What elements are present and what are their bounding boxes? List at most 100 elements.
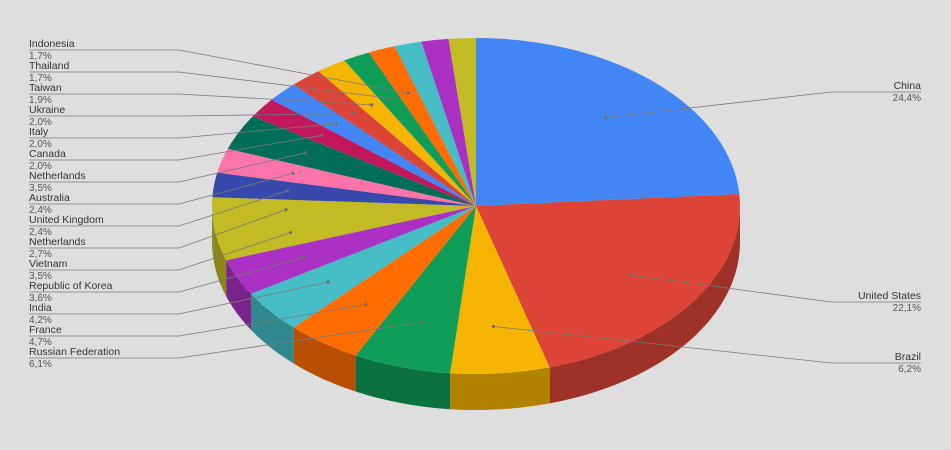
pie-side-7 bbox=[213, 225, 227, 297]
pie-side-4 bbox=[293, 327, 356, 392]
slice-label-value: 2,4% bbox=[29, 205, 52, 216]
leader-dot bbox=[491, 324, 496, 328]
slice-label-value: 2,0% bbox=[29, 161, 52, 172]
slice-label-value: 1,7% bbox=[29, 51, 52, 62]
slice-label-name: United Kingdom bbox=[29, 214, 104, 226]
leader-line bbox=[29, 281, 329, 315]
slice-label-name: Australia bbox=[29, 192, 70, 204]
pie-side-1 bbox=[549, 206, 740, 404]
leader-line bbox=[631, 274, 921, 303]
leader-dot bbox=[285, 189, 289, 193]
pie-slice-11-netherlands bbox=[227, 116, 476, 206]
pie-slice-14-ukraine bbox=[293, 71, 476, 206]
pie-slice-18 bbox=[394, 41, 476, 206]
leader-dot bbox=[604, 115, 608, 120]
leader-dot bbox=[388, 96, 392, 100]
slice-label-name: Italy bbox=[29, 126, 49, 138]
leader-line bbox=[29, 49, 409, 94]
leader-line bbox=[29, 232, 291, 271]
slice-label-value: 1,7% bbox=[29, 73, 52, 84]
pie-side-2 bbox=[450, 367, 550, 410]
slice-label-name: United States bbox=[858, 290, 921, 302]
pie-slice-13-italy bbox=[271, 84, 476, 206]
leader-line bbox=[29, 190, 288, 227]
pie-slice-9-united-kingdom bbox=[212, 172, 477, 206]
leader-line bbox=[29, 304, 366, 337]
slice-label-name: Brazil bbox=[895, 351, 921, 363]
leader-line bbox=[29, 152, 306, 183]
pie-slice-4-france bbox=[293, 206, 476, 356]
leader-dot bbox=[320, 133, 324, 137]
slice-label-name: Canada bbox=[29, 148, 66, 160]
leader-dot bbox=[334, 122, 339, 126]
pie-slice-19 bbox=[421, 38, 476, 206]
pie-slice-3-russian-federation bbox=[355, 206, 476, 374]
pie-side-3 bbox=[355, 355, 451, 410]
leader-dot bbox=[351, 112, 355, 116]
slice-label-name: Taiwan bbox=[29, 82, 62, 94]
leader-dot bbox=[630, 273, 634, 277]
leader-line bbox=[29, 113, 354, 117]
slice-label-name: Thailand bbox=[29, 60, 69, 72]
leader-line bbox=[29, 123, 337, 139]
slice-label-value: 2,7% bbox=[29, 249, 52, 260]
leader-line bbox=[29, 321, 423, 359]
leader-line bbox=[29, 71, 390, 99]
pie-slice-2-brazil bbox=[450, 206, 550, 375]
pie-slice-7-vietnam bbox=[213, 206, 476, 261]
leader-line bbox=[493, 326, 921, 364]
leader-line bbox=[29, 134, 322, 161]
slice-label-name: Indonesia bbox=[29, 38, 75, 50]
slice-label-value: 1,9% bbox=[29, 95, 52, 106]
pie-slice-6-republic-of-korea bbox=[226, 206, 476, 294]
leader-dot bbox=[303, 151, 307, 155]
pie-slice-17-indonesia bbox=[368, 46, 476, 206]
slice-label-name: Republic of Korea bbox=[29, 280, 113, 292]
slice-label-name: Russian Federation bbox=[29, 346, 120, 358]
pie-sides bbox=[212, 206, 740, 410]
leader-dot bbox=[302, 255, 306, 260]
pie-slice-8-netherlands bbox=[212, 197, 476, 226]
leader-dot bbox=[364, 303, 368, 307]
slice-label-value: 6,1% bbox=[29, 359, 52, 370]
pie-slice-0-china bbox=[476, 38, 740, 206]
slice-label-name: China bbox=[894, 80, 922, 92]
pie-side-8 bbox=[212, 206, 214, 262]
leader-lines bbox=[29, 49, 921, 364]
leader-line bbox=[605, 91, 921, 118]
leader-line bbox=[29, 172, 294, 205]
leader-dot bbox=[406, 91, 410, 95]
pie-slice-10-australia bbox=[217, 148, 476, 206]
pie-slice-16-thailand bbox=[344, 52, 476, 206]
pie-tops bbox=[212, 38, 741, 375]
slice-label-name: Netherlands bbox=[29, 170, 86, 182]
slice-label-value: 2,0% bbox=[29, 139, 52, 150]
slice-label-name: Ukraine bbox=[29, 104, 65, 116]
leader-line bbox=[29, 257, 305, 293]
pie-slice-1-united-states bbox=[476, 194, 741, 368]
leader-dot bbox=[326, 280, 330, 284]
leader-line bbox=[29, 209, 287, 249]
slice-label-name: Netherlands bbox=[29, 236, 86, 248]
slice-label-name: Vietnam bbox=[29, 258, 68, 270]
pie-slice-15-taiwan bbox=[318, 60, 476, 206]
slice-label-value: 4,2% bbox=[29, 315, 52, 326]
leader-dot bbox=[420, 320, 424, 324]
slice-label-value: 24,4% bbox=[893, 93, 921, 104]
slice-label-value: 3,5% bbox=[29, 271, 52, 282]
pie-side-5 bbox=[250, 293, 294, 364]
slice-label-value: 3,6% bbox=[29, 293, 52, 304]
slice-label-value: 6,2% bbox=[898, 364, 921, 375]
slice-label-name: France bbox=[29, 324, 62, 336]
leader-dot bbox=[289, 231, 293, 235]
slice-label-name: India bbox=[29, 302, 52, 314]
pie-slice-5-india bbox=[250, 206, 476, 328]
slice-label-value: 3,5% bbox=[29, 183, 52, 194]
slice-label-value: 4,7% bbox=[29, 337, 52, 348]
leader-dot bbox=[284, 208, 288, 212]
leader-dot bbox=[370, 103, 374, 107]
pie-slice-20 bbox=[448, 38, 476, 206]
